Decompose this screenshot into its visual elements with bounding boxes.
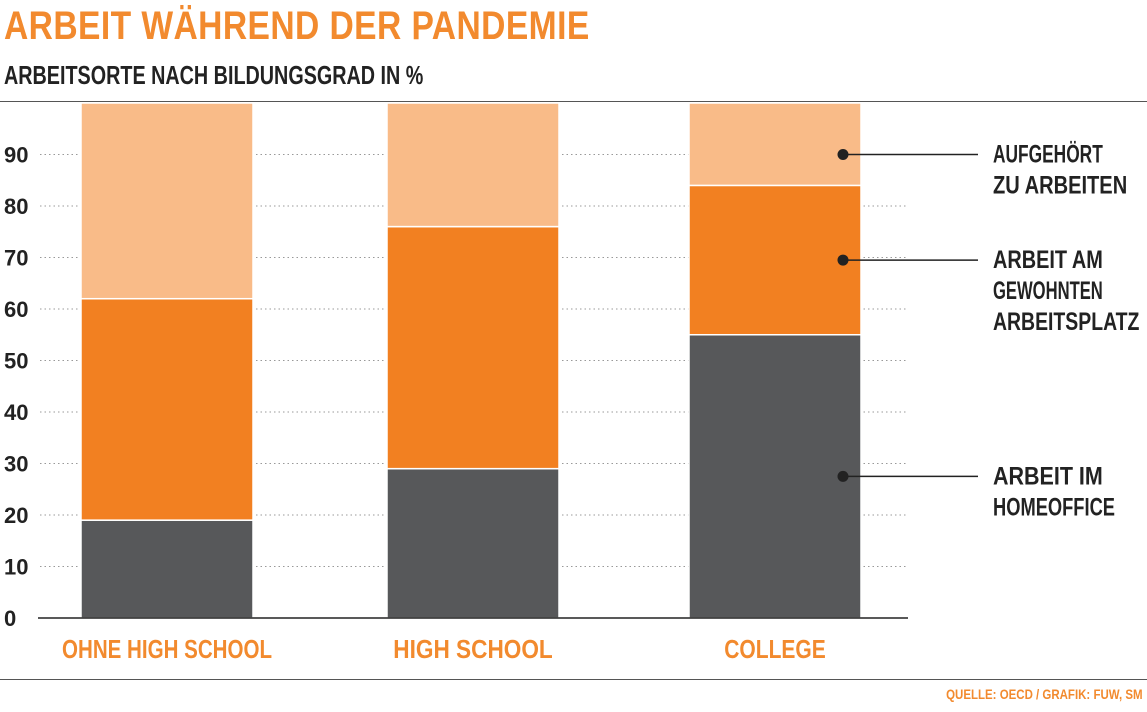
legend-label: AUFGEHÖRT xyxy=(993,140,1103,169)
legend-label: ARBEITSPLATZ xyxy=(993,308,1139,336)
chart-title: ARBEIT WÄHREND DER PANDEMIE xyxy=(4,4,590,48)
bar-segment xyxy=(688,184,862,336)
x-category-label: COLLEGE xyxy=(724,634,826,664)
y-tick-label: 70 xyxy=(4,246,28,271)
x-category-label: OHNE HIGH SCHOOL xyxy=(62,634,272,664)
y-tick-label: 0 xyxy=(4,606,16,631)
legend-label: GEWOHNTEN xyxy=(993,277,1103,305)
bar-segment xyxy=(80,297,254,521)
y-tick-label: 20 xyxy=(4,503,28,528)
legend-label: ZU ARBEITEN xyxy=(993,172,1127,200)
bar-segment xyxy=(688,334,862,619)
axes: 0 10 20 30 40 50 60 70 80 90 OHNE HIGH SCHOOL HIGH … xyxy=(4,143,908,664)
legend-label: HOMEOFFICE xyxy=(993,493,1115,521)
bar-segment xyxy=(386,225,560,470)
legend-label: ARBEIT AM xyxy=(993,246,1103,274)
bar-segment xyxy=(80,102,254,300)
bottom-divider xyxy=(0,679,1147,680)
chart-subtitle: ARBEITSORTE NACH BILDUNGSGRAD IN % xyxy=(4,60,424,90)
y-tick-label: 60 xyxy=(4,297,28,322)
bar-segment xyxy=(386,102,560,228)
y-tick-label: 10 xyxy=(4,555,28,580)
top-divider xyxy=(0,101,1147,102)
y-tick-label: 50 xyxy=(4,349,28,374)
bar-segment xyxy=(80,519,254,619)
bar-segment xyxy=(386,467,560,619)
x-category-label: HIGH SCHOOL xyxy=(393,634,553,664)
y-tick-label: 90 xyxy=(4,143,28,168)
y-tick-label: 30 xyxy=(4,452,28,477)
bars xyxy=(80,102,862,619)
y-tick-label: 40 xyxy=(4,400,28,425)
legend: ARBEIT IM HOMEOFFICE ARBEIT AM GEWOHNTEN ARB… xyxy=(837,140,1139,521)
bar-segment xyxy=(688,102,862,187)
legend-label: ARBEIT IM xyxy=(993,462,1103,490)
y-tick-label: 80 xyxy=(4,194,28,219)
source-note: QUELLE: OECD / GRAFIK: FUW, SM xyxy=(946,686,1143,702)
